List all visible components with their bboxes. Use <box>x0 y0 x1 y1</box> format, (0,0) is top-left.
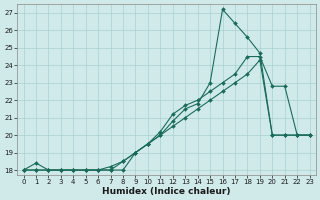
X-axis label: Humidex (Indice chaleur): Humidex (Indice chaleur) <box>102 187 231 196</box>
